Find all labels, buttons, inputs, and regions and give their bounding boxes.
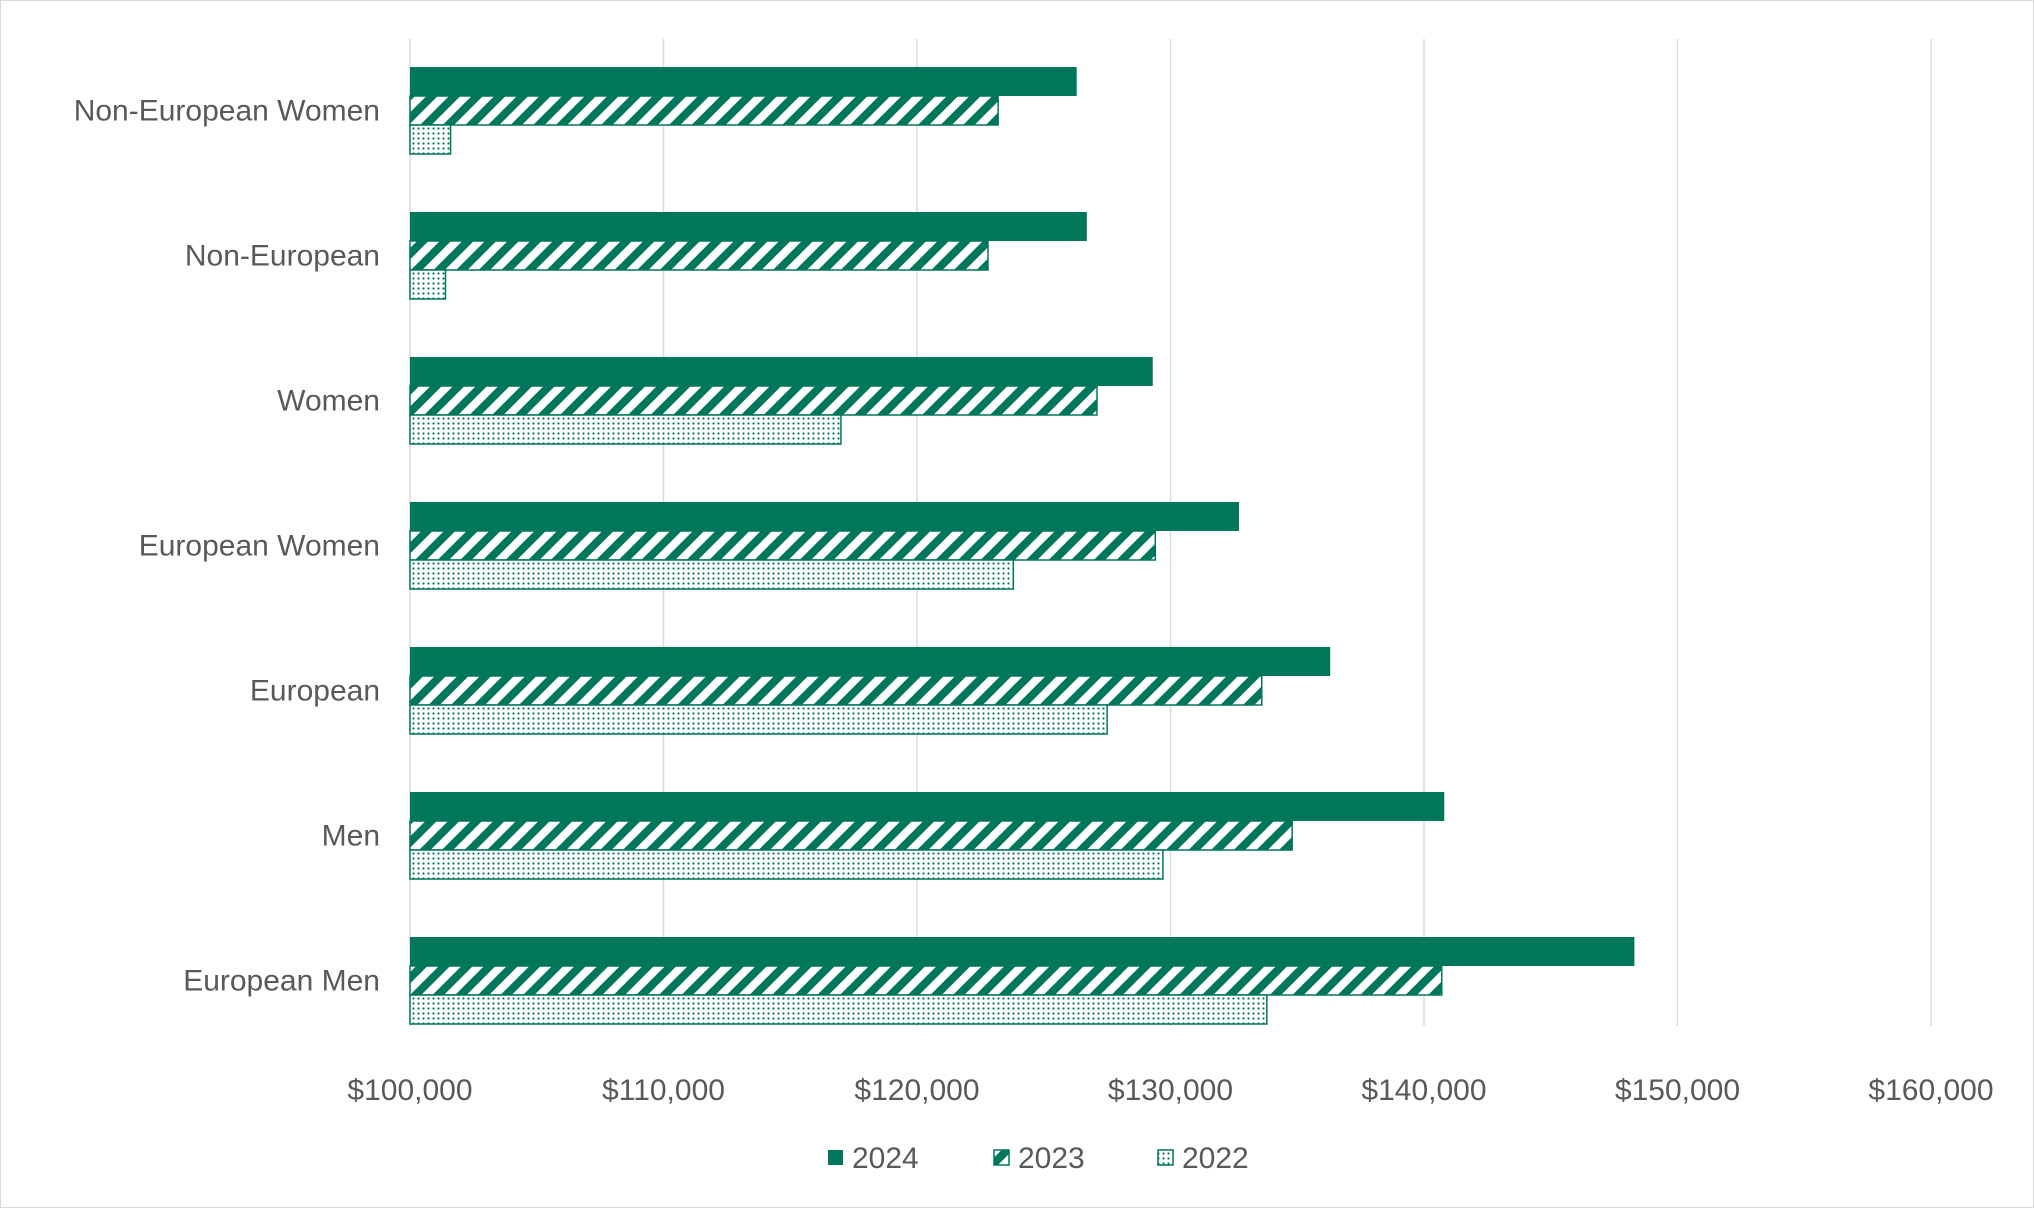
bar-2024-women [410,357,1153,386]
category-label: Non-European Women [74,95,380,128]
x-tick-label: $160,000 [1868,1074,1993,1107]
category-label: Men [322,820,380,853]
x-tick-label: $110,000 [602,1074,725,1107]
category-label: European Men [183,965,380,998]
legend-label: 2024 [852,1142,919,1175]
legend-swatch [993,1149,1010,1166]
bar-2024-non-european-women [410,67,1077,96]
bar-2022-european-men [409,994,1268,1025]
legend: 2024 2023 2022 [828,1142,1249,1175]
bar-2022-non-european-women [409,124,452,155]
bar-2023-european-women [409,530,1157,561]
bar-2022-non-european [409,269,447,300]
category-label: Non-European [185,240,380,273]
bar-2024-european-women [410,502,1239,531]
legend-item-2022: 2022 [1157,1142,1249,1175]
category-labels: Non-European Women Non-European Women Europ… [74,95,380,998]
x-tick-label: $130,000 [1108,1074,1233,1107]
bar-2024-non-european [410,212,1087,241]
x-tick-label: $150,000 [1615,1074,1740,1107]
x-axis-tick-labels: $100,000 $110,000 $120,000 $130,000 $140,000… [347,1074,1993,1107]
bar-2023-men [409,820,1293,851]
bar-2022-men [409,849,1164,880]
category-label: Women [277,385,380,418]
bar-2023-non-european-women [409,95,999,126]
bars [409,67,1635,1025]
legend-item-2024: 2024 [828,1142,919,1175]
bar-2022-european [409,704,1108,735]
bar-2023-non-european [409,240,989,271]
bar-2023-women [409,385,1098,416]
bar-2024-european [410,647,1331,676]
legend-swatch [1157,1149,1174,1166]
bar-2024-european-men [410,937,1635,966]
x-tick-label: $120,000 [854,1074,979,1107]
category-label: European [250,675,380,708]
bar-2023-european [409,675,1263,706]
bar-2022-european-women [409,559,1015,590]
x-tick-label: $100,000 [347,1074,472,1107]
category-label: European Women [139,530,380,563]
x-tick-label: $140,000 [1361,1074,1486,1107]
legend-label: 2022 [1182,1142,1249,1175]
bar-2024-men [410,792,1445,821]
bar-2023-european-men [409,965,1443,996]
bar-2022-women [409,414,842,445]
legend-label: 2023 [1018,1142,1085,1175]
legend-swatch [828,1150,843,1165]
legend-item-2023: 2023 [993,1142,1085,1175]
